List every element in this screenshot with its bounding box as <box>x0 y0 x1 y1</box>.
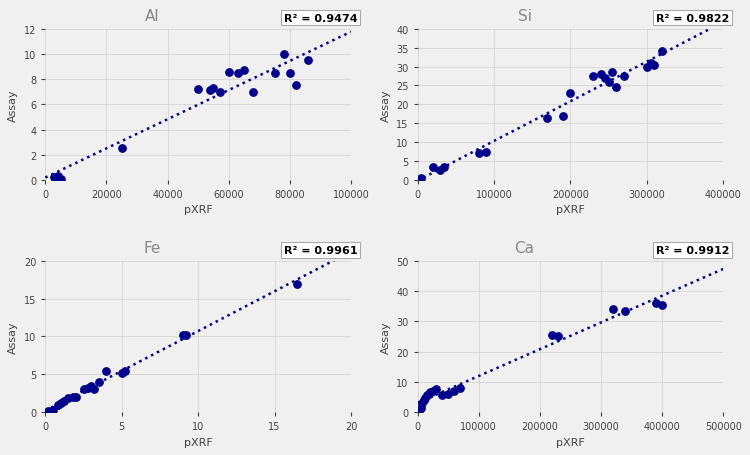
Point <box>595 71 607 79</box>
Point <box>650 300 662 307</box>
Point <box>55 399 67 407</box>
X-axis label: pXRF: pXRF <box>184 437 212 447</box>
Point <box>419 395 431 402</box>
Point <box>118 367 130 374</box>
Point <box>427 164 439 171</box>
Point <box>42 408 54 415</box>
Text: R² = 0.9474: R² = 0.9474 <box>284 14 357 24</box>
Text: R² = 0.9912: R² = 0.9912 <box>656 245 730 255</box>
Point <box>438 164 450 171</box>
Point <box>620 308 632 315</box>
Point <box>290 83 302 90</box>
Point <box>610 85 622 92</box>
Point <box>214 89 226 96</box>
Point <box>238 67 250 75</box>
Point <box>100 367 112 374</box>
Y-axis label: Assay: Assay <box>8 89 18 121</box>
Y-axis label: Assay: Assay <box>380 89 391 121</box>
Text: R² = 0.9822: R² = 0.9822 <box>656 14 729 24</box>
Point <box>427 387 439 394</box>
Point <box>204 88 216 95</box>
Point <box>47 406 59 414</box>
Point <box>565 90 577 97</box>
Point <box>292 280 304 288</box>
Point <box>556 113 568 120</box>
Point <box>180 332 192 339</box>
Point <box>607 69 619 76</box>
Point <box>86 382 98 389</box>
Point <box>413 407 424 415</box>
Point <box>421 392 433 399</box>
Point <box>442 390 454 398</box>
Point <box>448 387 460 394</box>
Point <box>454 384 466 392</box>
Point <box>284 70 296 77</box>
X-axis label: pXRF: pXRF <box>184 205 212 215</box>
Point <box>434 167 446 175</box>
Point <box>436 392 448 399</box>
X-axis label: pXRF: pXRF <box>556 437 585 447</box>
Point <box>472 151 484 158</box>
Point <box>77 386 89 393</box>
Point <box>278 51 290 58</box>
Text: R² = 0.9961: R² = 0.9961 <box>284 245 357 255</box>
Point <box>598 75 610 82</box>
Point <box>232 70 244 77</box>
Point <box>116 146 128 153</box>
Point <box>302 57 314 65</box>
Text: Fe: Fe <box>143 240 161 255</box>
Point <box>608 306 619 313</box>
Point <box>248 89 259 96</box>
Point <box>49 174 61 182</box>
Point <box>415 404 427 411</box>
Point <box>192 86 204 94</box>
Point <box>223 69 235 76</box>
Point <box>177 332 189 339</box>
Point <box>82 384 94 392</box>
X-axis label: pXRF: pXRF <box>556 205 585 215</box>
Point <box>55 176 67 183</box>
Point <box>552 333 564 340</box>
Point <box>587 73 599 81</box>
Point <box>416 399 428 407</box>
Y-axis label: Assay: Assay <box>380 320 391 353</box>
Point <box>649 62 661 69</box>
Point <box>67 394 79 401</box>
Point <box>480 149 492 156</box>
Point <box>62 395 74 402</box>
Point <box>602 79 614 86</box>
Point <box>116 369 128 377</box>
Point <box>58 397 70 404</box>
Point <box>640 64 652 71</box>
Point <box>208 85 220 92</box>
Text: Al: Al <box>145 9 160 24</box>
Point <box>430 386 442 393</box>
Point <box>542 115 554 122</box>
Point <box>656 301 668 308</box>
Point <box>546 332 558 339</box>
Point <box>70 394 82 401</box>
Point <box>618 73 630 81</box>
Point <box>88 386 101 393</box>
Point <box>52 173 64 180</box>
Point <box>268 70 280 77</box>
Point <box>424 389 436 396</box>
Text: Ca: Ca <box>514 240 535 255</box>
Point <box>418 396 430 404</box>
Point <box>416 175 428 182</box>
Text: Si: Si <box>518 9 532 24</box>
Point <box>52 401 64 408</box>
Point <box>645 60 657 67</box>
Point <box>656 49 668 56</box>
Y-axis label: Assay: Assay <box>8 320 18 353</box>
Point <box>422 390 434 398</box>
Point <box>93 379 105 386</box>
